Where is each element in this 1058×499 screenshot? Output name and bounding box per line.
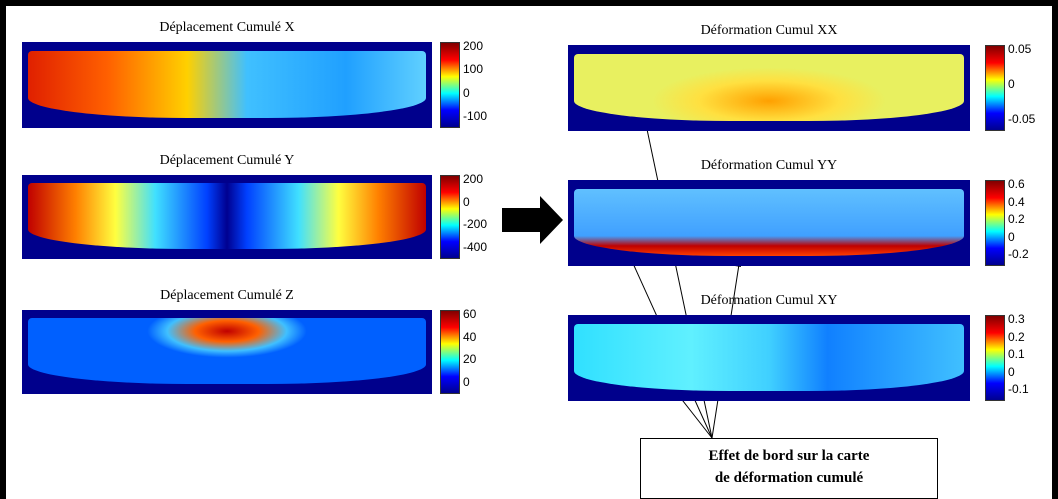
colorbar-tick-label: 200 xyxy=(463,172,484,186)
colorbar-tick-label: 0 xyxy=(1008,77,1015,91)
panel-title: Déplacement Cumulé Y xyxy=(159,153,295,168)
colorbar xyxy=(440,310,460,394)
colorbar-tick-label: -200 xyxy=(463,217,488,232)
colorbar-tick-label: -0.1 xyxy=(1008,382,1029,396)
colorbar-tick-label: 0 xyxy=(463,194,470,209)
colorbar-tick-label: 100 xyxy=(463,62,484,77)
panel-title: Déformation Cumul XX xyxy=(700,23,838,38)
colorbar-tick-label: 0 xyxy=(463,375,470,389)
colorbar-tick-label: 0.6 xyxy=(1008,177,1025,191)
colorbar xyxy=(985,315,1005,401)
heatmap xyxy=(22,42,432,128)
colorbar-tick-label: -0.05 xyxy=(1008,112,1036,126)
heatmap-field xyxy=(574,323,964,391)
heatmap xyxy=(22,310,432,394)
annotation-line: Effet de bord sur la carte xyxy=(708,448,870,464)
colorbar xyxy=(440,42,460,128)
big-arrow xyxy=(502,196,563,244)
colorbar-tick-label: 40 xyxy=(463,329,477,344)
annotation-box: Effet de bord sur la carte de déformatio… xyxy=(640,438,938,499)
colorbar xyxy=(985,45,1005,131)
colorbar-tick-label: 0.1 xyxy=(1008,347,1025,361)
heatmap xyxy=(22,175,432,259)
panel-title: Déplacement Cumulé Z xyxy=(160,288,294,303)
panel-title: Déformation Cumul YY xyxy=(700,158,838,173)
panel-title: Déformation Cumul XY xyxy=(700,293,838,308)
heatmap-field xyxy=(574,53,964,121)
annotation-line: de déformation cumulé xyxy=(714,470,864,486)
heatmap-field xyxy=(28,318,426,384)
colorbar-tick-label: 20 xyxy=(463,352,477,367)
colorbar-tick-label: 200 xyxy=(463,39,484,53)
colorbar xyxy=(440,175,460,259)
heatmap xyxy=(568,315,970,401)
colorbar-tick-label: 0.3 xyxy=(1008,312,1025,326)
heatmap-field xyxy=(28,183,426,249)
panel-title: Déplacement Cumulé X xyxy=(159,20,295,35)
colorbar-tick-label: -100 xyxy=(463,109,488,123)
colorbar-tick-label: -400 xyxy=(463,240,488,254)
heatmap-field xyxy=(28,50,426,118)
heatmap-field xyxy=(574,188,964,256)
heatmap xyxy=(568,45,970,131)
colorbar-tick-label: 0 xyxy=(463,85,470,100)
colorbar-tick-label: 0.05 xyxy=(1008,42,1032,56)
heatmap xyxy=(568,180,970,266)
colorbar-tick-label: -0.2 xyxy=(1008,247,1029,261)
colorbar-tick-label: 0 xyxy=(1008,364,1015,379)
colorbar-tick-label: 0.4 xyxy=(1008,194,1025,209)
colorbar-tick-label: 0.2 xyxy=(1008,329,1025,344)
colorbar-tick-label: 60 xyxy=(463,307,477,321)
colorbar-tick-label: 0.2 xyxy=(1008,212,1025,226)
colorbar xyxy=(985,180,1005,266)
colorbar-tick-label: 0 xyxy=(1008,229,1015,244)
